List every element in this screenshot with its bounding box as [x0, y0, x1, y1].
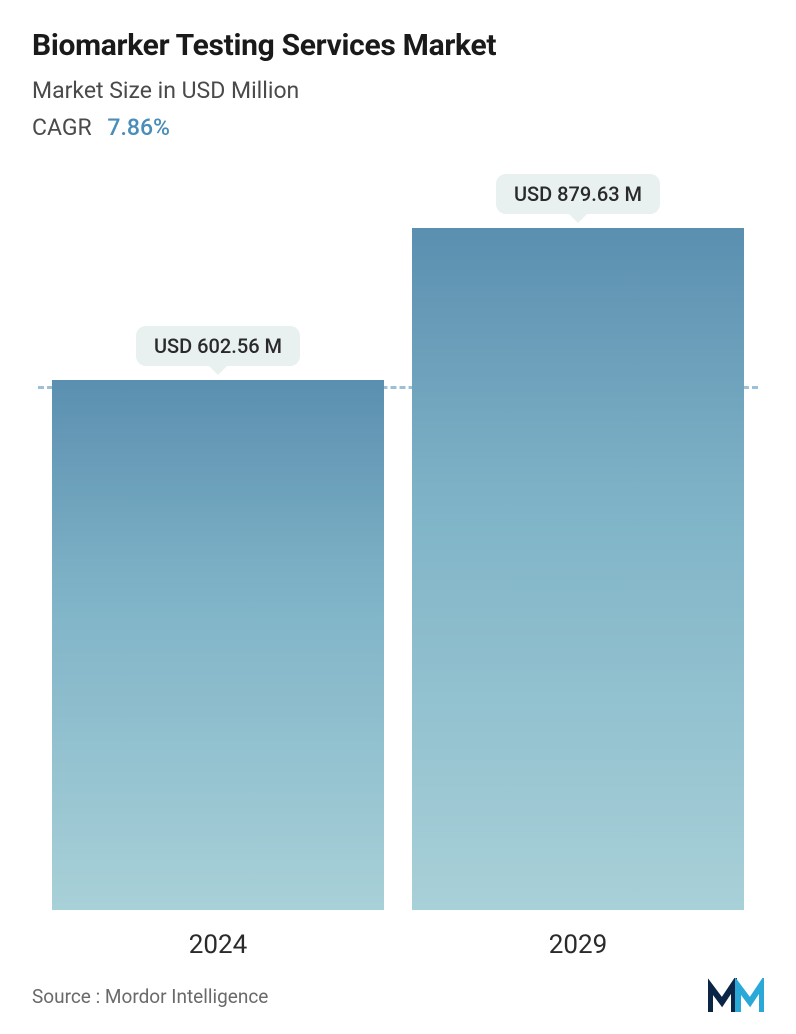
cagr-row: CAGR 7.86%: [32, 114, 764, 141]
x-axis-label: 2029: [412, 930, 743, 960]
value-pill: USD 602.56 M: [136, 326, 300, 366]
chart-card: Biomarker Testing Services Market Market…: [0, 0, 796, 1034]
cagr-value: 7.86%: [107, 114, 170, 141]
bar-group-2024: USD 602.56 M: [52, 326, 383, 910]
bar-2029: [412, 228, 743, 910]
bars-wrapper: USD 602.56 M USD 879.63 M: [38, 181, 758, 910]
cagr-label: CAGR: [32, 114, 92, 141]
chart-title: Biomarker Testing Services Market: [32, 28, 764, 63]
chart-footer: Source : Mordor Intelligence: [32, 970, 764, 1014]
mordor-logo-icon: [708, 978, 764, 1014]
value-pill: USD 879.63 M: [496, 174, 660, 214]
chart-area: USD 602.56 M USD 879.63 M 2024 2029: [38, 181, 758, 970]
bar-group-2029: USD 879.63 M: [412, 174, 743, 910]
x-axis: 2024 2029: [38, 930, 758, 960]
x-axis-label: 2024: [52, 930, 383, 960]
source-text: Source : Mordor Intelligence: [32, 985, 268, 1008]
bar-2024: [52, 380, 383, 910]
chart-subtitle: Market Size in USD Million: [32, 77, 764, 104]
